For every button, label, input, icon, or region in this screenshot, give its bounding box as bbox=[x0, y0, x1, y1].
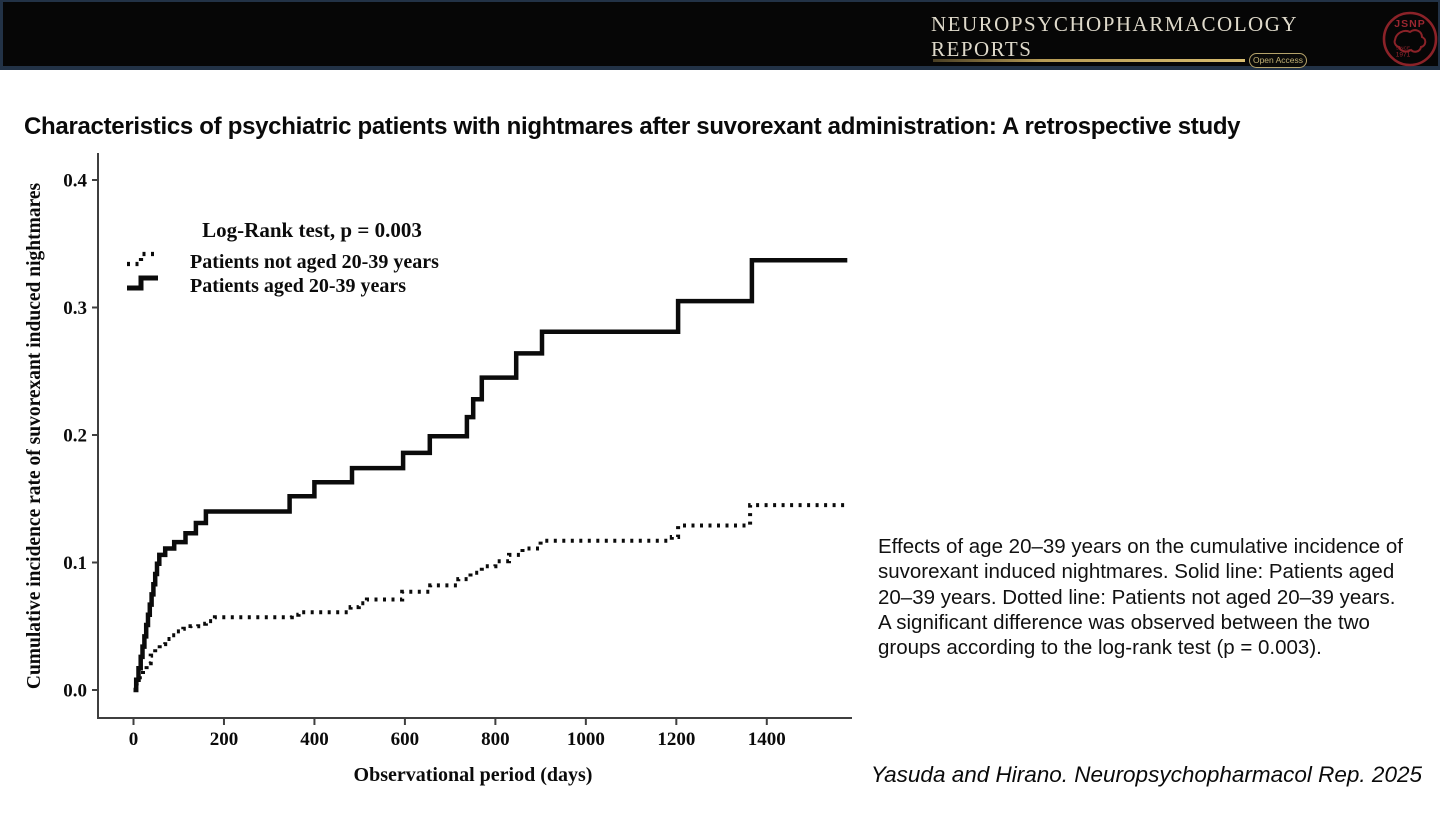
svg-text:400: 400 bbox=[300, 729, 329, 750]
x-axis-title: Observational period (days) bbox=[354, 764, 593, 786]
journal-header-bar: NEUROPSYCHOPHARMACOLOGY REPORTS Open Acc… bbox=[0, 0, 1440, 70]
figure-caption: Effects of age 20–39 years on the cumula… bbox=[878, 534, 1430, 660]
x-axis-ticks: 0 200 400 600 800 1000 1200 1400 bbox=[129, 718, 786, 750]
series-dotted bbox=[133, 503, 845, 692]
caption-line: 20–39 years. Dotted line: Patients not a… bbox=[878, 585, 1396, 609]
series-solid bbox=[133, 258, 848, 693]
jsnp-society-logo-icon: JSNP SINCE 1971 bbox=[1382, 11, 1438, 67]
legend-label: Patients aged 20-39 years bbox=[190, 275, 406, 297]
journal-name-line1: NEUROPSYCHOPHARMACOLOGY bbox=[931, 12, 1299, 36]
logrank-annotation: Log-Rank test, p = 0.003 bbox=[202, 218, 422, 242]
legend-solid-symbol bbox=[127, 275, 158, 291]
y-axis-ticks: 0.0 0.1 0.2 0.3 0.4 bbox=[63, 171, 98, 702]
journal-name: NEUROPSYCHOPHARMACOLOGY REPORTS bbox=[931, 12, 1298, 62]
svg-text:0: 0 bbox=[129, 729, 139, 750]
open-access-badge: Open Access bbox=[1249, 53, 1307, 68]
caption-line: Effects of age 20–39 years on the cumula… bbox=[878, 535, 1403, 558]
caption-line: suvorexant induced nightmares. Solid lin… bbox=[878, 560, 1395, 584]
journal-name-line2: REPORTS bbox=[931, 37, 1033, 61]
svg-text:0.4: 0.4 bbox=[63, 171, 87, 192]
svg-text:1200: 1200 bbox=[657, 729, 695, 750]
caption-line: A significant difference was observed be… bbox=[878, 610, 1370, 634]
svg-text:0.2: 0.2 bbox=[63, 426, 87, 447]
y-axis-title: Cumulative incidence rate of suvorexant … bbox=[24, 182, 45, 689]
logo-since-year: 1971 bbox=[1396, 52, 1411, 59]
logo-since-word: SINCE bbox=[1396, 46, 1410, 51]
gold-divider bbox=[933, 59, 1245, 62]
legend-label: Patients not aged 20-39 years bbox=[190, 251, 439, 273]
svg-text:JSNP: JSNP bbox=[1394, 18, 1425, 30]
footer-citation: Yasuda and Hirano. Neuropsychopharmacol … bbox=[870, 762, 1422, 787]
km-chart: 0.0 0.1 0.2 0.3 0.4 0 200 400 600 800 1000 1200 1400… bbox=[0, 140, 880, 810]
svg-text:1000: 1000 bbox=[567, 729, 605, 750]
legend-dotted-symbol bbox=[127, 251, 158, 267]
svg-text:600: 600 bbox=[391, 729, 420, 750]
svg-text:1400: 1400 bbox=[748, 729, 786, 750]
svg-text:0.1: 0.1 bbox=[63, 553, 87, 574]
svg-text:200: 200 bbox=[210, 729, 239, 750]
svg-text:800: 800 bbox=[481, 729, 510, 750]
caption-line: groups according to the log-rank test (p… bbox=[878, 636, 1322, 660]
svg-text:0.3: 0.3 bbox=[63, 298, 87, 319]
km-chart-svg: 0.0 0.1 0.2 0.3 0.4 0 200 400 600 800 1000 1200 1400… bbox=[24, 153, 852, 786]
svg-text:0.0: 0.0 bbox=[63, 681, 87, 702]
article-title: Characteristics of psychiatric patients … bbox=[24, 113, 1241, 141]
